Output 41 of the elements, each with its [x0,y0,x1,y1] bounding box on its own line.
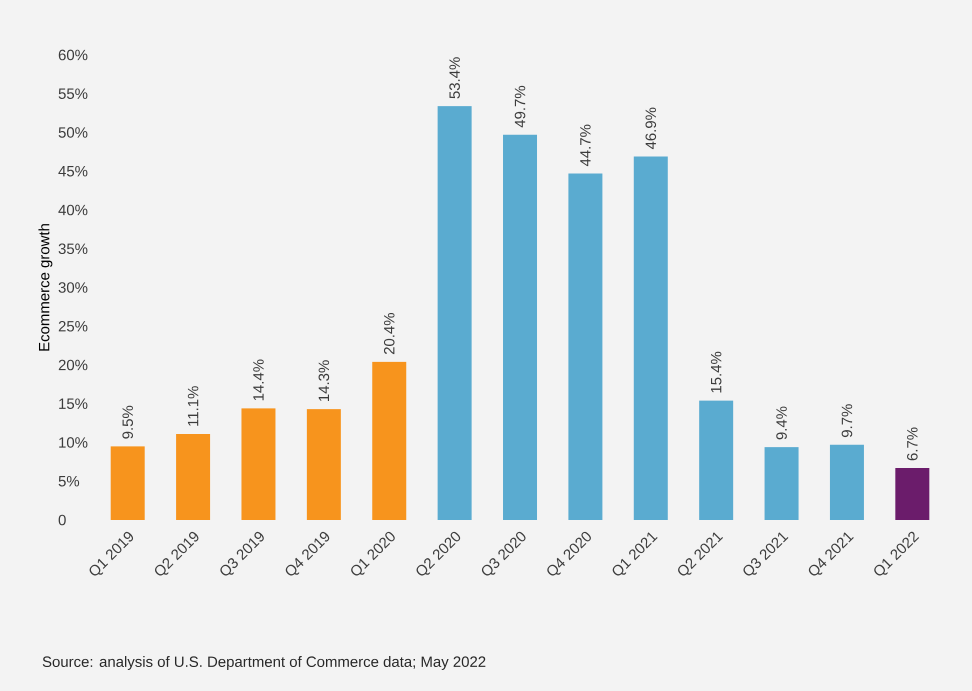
data-label: 9.4% [776,406,787,440]
data-label: 49.7% [514,86,526,128]
bar [830,444,864,520]
data-label: 11.1% [188,386,198,426]
data-label: 46.9% [645,108,656,150]
bar [568,174,602,520]
y-tick-label: 60% [58,50,88,60]
bar [438,106,472,520]
bar [306,409,341,520]
y-tick-label: 55% [58,88,88,99]
source-note: Source: analysis of U.S. Department of Commerce data; May 2022 [42,656,486,670]
y-tick-label: 20% [58,360,88,370]
bar [634,156,668,520]
y-tick-label: 40% [58,204,88,216]
data-label: 44.7% [580,124,591,166]
y-tick-label: 15% [59,398,88,409]
y-tick-label: 5% [58,476,80,486]
y-tick-label: 10% [59,437,88,448]
y-tick-label: 25% [58,320,88,332]
bar [176,434,210,520]
bar [764,447,799,520]
bar [372,362,406,520]
bar [503,134,538,520]
data-label: 53.4% [449,57,460,98]
y-tick-label: 45% [58,166,88,176]
y-tick-label: 0 [58,514,66,526]
data-label: 9.7% [842,404,852,438]
data-label: 14.4% [253,360,264,400]
bar [110,446,145,520]
y-tick-label: 35% [58,243,88,254]
data-label: 20.4% [384,313,395,354]
data-label: 6.7% [907,427,918,460]
y-tick-label: 50% [58,127,88,138]
data-label: 14.3% [318,360,330,401]
data-label: 15.4% [710,352,722,392]
bar [241,408,276,520]
data-label: 9.5% [122,406,133,439]
y-tick-label: 30% [58,282,88,293]
y-axis-title: Ecommerce growth [38,224,52,351]
bar [895,468,930,520]
bar [699,400,734,520]
